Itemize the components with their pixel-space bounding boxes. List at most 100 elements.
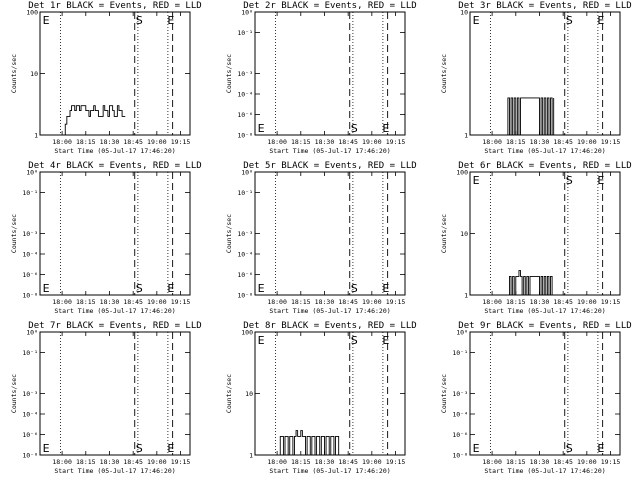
y-tick-label: 10⁻⁴ — [22, 251, 38, 259]
y-tick-label: 100 — [241, 329, 253, 337]
x-tick-label: 18:30 — [530, 458, 550, 466]
y-tick-label: 10⁻¹ — [237, 29, 253, 37]
marker-e: E — [43, 14, 50, 27]
marker-s: S — [136, 282, 143, 295]
x-tick-label: 19:15 — [601, 458, 621, 466]
x-axis-label: Start Time (05-Jul-17 17:46:20) — [54, 467, 175, 475]
y-tick-label: 1 — [249, 452, 253, 460]
y-tick-label: 10⁻⁶ — [22, 271, 38, 279]
y-tick-label: 10⁰ — [241, 9, 253, 17]
y-tick-label: 10⁻⁸ — [237, 292, 253, 300]
x-tick-label: 18:30 — [315, 298, 335, 306]
marker-s: S — [136, 14, 143, 27]
y-tick-label: 10⁻³ — [237, 70, 253, 78]
x-tick-label: 19:15 — [386, 458, 406, 466]
marker-e: E — [258, 122, 265, 135]
y-tick-label: 10⁻⁶ — [237, 111, 253, 119]
y-tick-label: 1 — [464, 132, 468, 140]
x-axis-label: Start Time (05-Jul-17 17:46:20) — [269, 147, 390, 155]
marker-e: E — [258, 282, 265, 295]
x-tick-label: 19:00 — [147, 298, 167, 306]
x-tick-label: 19:00 — [147, 458, 167, 466]
panel-title: Det 4r BLACK = Events, RED = LLD — [28, 161, 201, 171]
y-axis-label: Counts/sec — [440, 214, 448, 253]
y-tick-label: 10⁻³ — [452, 390, 468, 398]
x-tick-label: 18:00 — [267, 138, 287, 146]
series-line — [62, 106, 125, 135]
marker-e: E — [167, 14, 174, 27]
y-axis-label: Counts/sec — [10, 374, 18, 413]
marker-s: S — [566, 442, 573, 455]
x-tick-label: 18:45 — [123, 298, 143, 306]
x-axis-label: Start Time (05-Jul-17 17:46:20) — [484, 307, 605, 315]
y-axis-label: Counts/sec — [440, 54, 448, 93]
y-tick-label: 10⁻⁴ — [22, 411, 38, 419]
y-tick-label: 10⁻⁴ — [237, 91, 253, 99]
y-axis-label: Counts/sec — [225, 54, 233, 93]
x-tick-label: 18:15 — [291, 298, 311, 306]
x-tick-label: 18:45 — [553, 138, 573, 146]
y-tick-label: 10 — [460, 230, 468, 238]
y-tick-label: 10⁰ — [26, 329, 38, 337]
marker-s: S — [351, 282, 358, 295]
x-tick-label: 18:15 — [76, 458, 96, 466]
y-tick-label: 10⁻⁴ — [237, 251, 253, 259]
marker-s: S — [351, 334, 358, 347]
panel-title: Det 9r BLACK = Events, RED = LLD — [458, 321, 631, 331]
y-tick-label: 10⁻⁶ — [22, 431, 38, 439]
panel-5: Det 5r BLACK = Events, RED = LLD10⁻⁸10⁻⁶… — [225, 161, 417, 315]
x-tick-label: 19:15 — [601, 138, 621, 146]
panel-title: Det 3r BLACK = Events, RED = LLD — [458, 1, 631, 11]
series-line — [506, 98, 553, 135]
x-tick-label: 19:15 — [171, 298, 191, 306]
x-tick-label: 18:45 — [338, 458, 358, 466]
panel-8: Det 8r BLACK = Events, RED = LLD 1 10 100 Co… — [225, 321, 417, 475]
x-axis-label: Start Time (05-Jul-17 17:46:20) — [269, 307, 390, 315]
panel-title: Det 1r BLACK = Events, RED = LLD — [28, 1, 201, 11]
x-tick-label: 18:30 — [315, 138, 335, 146]
y-tick-label: 1 — [464, 292, 468, 300]
y-tick-label: 100 — [456, 169, 468, 177]
y-tick-label: 10⁰ — [456, 329, 468, 337]
y-tick-label: 10⁰ — [26, 169, 38, 177]
x-axis-label: Start Time (05-Jul-17 17:46:20) — [54, 307, 175, 315]
x-tick-label: 18:45 — [553, 458, 573, 466]
marker-e: E — [597, 174, 604, 187]
y-axis-label: Counts/sec — [225, 374, 233, 413]
y-tick-label: 10 — [30, 70, 38, 78]
marker-s: S — [136, 442, 143, 455]
x-tick-label: 19:15 — [171, 138, 191, 146]
x-tick-label: 18:15 — [506, 458, 526, 466]
y-tick-label: 10⁻⁸ — [452, 452, 468, 460]
y-tick-label: 10⁻⁸ — [22, 452, 38, 460]
x-tick-label: 19:15 — [386, 138, 406, 146]
x-tick-label: 18:45 — [553, 298, 573, 306]
y-tick-label: 10⁻⁴ — [452, 411, 468, 419]
x-tick-label: 18:15 — [291, 458, 311, 466]
series-line — [508, 271, 552, 295]
x-axis-label: Start Time (05-Jul-17 17:46:20) — [269, 467, 390, 475]
x-tick-label: 18:30 — [100, 298, 120, 306]
y-tick-label: 10⁻⁸ — [22, 292, 38, 300]
marker-e: E — [473, 442, 480, 455]
x-tick-label: 18:15 — [76, 298, 96, 306]
y-tick-label: 10⁻¹ — [237, 189, 253, 197]
series-line — [279, 431, 339, 455]
x-tick-label: 19:00 — [362, 138, 382, 146]
x-tick-label: 18:45 — [338, 138, 358, 146]
marker-e: E — [473, 14, 480, 27]
x-tick-label: 18:15 — [506, 138, 526, 146]
y-axis-label: Counts/sec — [225, 214, 233, 253]
panel-title: Det 8r BLACK = Events, RED = LLD — [243, 321, 416, 331]
marker-e: E — [43, 442, 50, 455]
x-tick-label: 18:00 — [267, 458, 287, 466]
x-axis-label: Start Time (05-Jul-17 17:46:20) — [54, 147, 175, 155]
x-tick-label: 18:00 — [267, 298, 287, 306]
panel-title: Det 2r BLACK = Events, RED = LLD — [243, 1, 416, 11]
marker-e: E — [167, 282, 174, 295]
y-tick-label: 10⁻⁶ — [237, 271, 253, 279]
x-tick-label: 18:00 — [482, 298, 502, 306]
marker-e: E — [473, 174, 480, 187]
y-tick-label: 100 — [26, 9, 38, 17]
